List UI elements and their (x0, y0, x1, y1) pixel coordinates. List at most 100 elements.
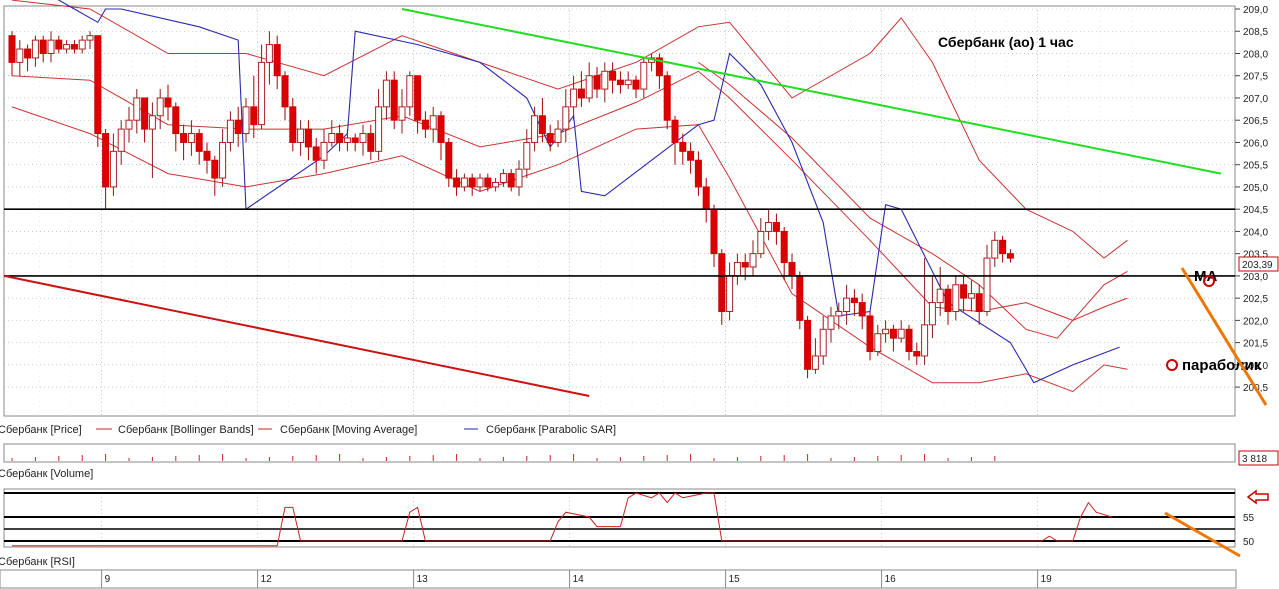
candle-body (609, 70, 617, 81)
candle-body (694, 159, 702, 188)
parabolic-annotation: параболик (1182, 357, 1262, 374)
last-price-label: 203,39 (1242, 260, 1273, 271)
candle-body (944, 288, 952, 312)
rsi-tick-label: 50 (1243, 537, 1255, 548)
axis-layer: 209,0 208,5 208,0 207,5 207,0 206,5 206,0 205,5… (101, 5, 1268, 588)
x-tick-label: 14 (573, 574, 585, 585)
legend-moving-average: Сбербанк [Moving Average] (280, 424, 417, 436)
forecast-arrow-price (1180, 267, 1268, 406)
candle-layer (8, 31, 1014, 379)
candle-body (835, 310, 843, 317)
candle-body (562, 106, 570, 130)
candle-body (351, 137, 359, 143)
candle-body (1006, 253, 1014, 259)
candle-body (952, 284, 960, 312)
candle-body (133, 97, 141, 121)
candle-body (250, 106, 258, 126)
price-tick-label: 202,5 (1243, 294, 1268, 305)
candle-body (991, 239, 999, 259)
candle-body (921, 324, 929, 357)
candle-body (289, 106, 297, 143)
candle-body (429, 115, 437, 130)
candle-body (585, 75, 593, 99)
candle-body (874, 333, 882, 353)
candle-body (640, 61, 648, 90)
candle-body (164, 97, 172, 108)
candle-body (811, 355, 819, 370)
candle-body (31, 39, 39, 59)
price-tick-label: 206,5 (1243, 116, 1268, 127)
candle-body (320, 141, 328, 161)
rsi-layer: 55 50 (4, 492, 1255, 548)
candle-body (492, 181, 500, 188)
candle-body (414, 75, 422, 121)
price-tick-label: 209,0 (1243, 5, 1268, 16)
candle-body (304, 128, 312, 148)
candle-body (102, 133, 110, 188)
candle-body (936, 288, 944, 304)
candle-body (788, 262, 796, 277)
candle-body (928, 302, 936, 326)
candle-body (406, 75, 414, 108)
candle-body (671, 119, 679, 143)
rsi-arrow-icon (1246, 489, 1269, 505)
x-tick-label: 13 (417, 574, 429, 585)
candle-body (507, 173, 515, 188)
candle-body (913, 351, 921, 357)
candle-body (172, 106, 180, 135)
candle-body (281, 75, 289, 108)
candle-body (258, 61, 266, 126)
candle-body (843, 297, 851, 312)
candle-body (749, 253, 757, 268)
candle-body (148, 115, 156, 130)
candle-body (804, 319, 812, 370)
x-tick-label: 19 (1041, 574, 1053, 585)
candle-body (780, 230, 788, 264)
candle-body (55, 39, 63, 50)
candle-body (328, 133, 336, 143)
candle-body (499, 173, 507, 183)
candle-body (733, 262, 741, 277)
candle-body (554, 128, 562, 143)
candle-body (445, 141, 453, 179)
candle-body (336, 133, 344, 143)
candle-body (523, 141, 531, 170)
candle-body (78, 39, 86, 50)
candle-body (741, 262, 749, 268)
candle-body (16, 48, 24, 63)
candle-body (460, 177, 468, 188)
candle-body (39, 39, 47, 54)
price-tick-label: 206,0 (1243, 138, 1268, 149)
candle-body (866, 315, 874, 353)
candle-body (273, 44, 281, 77)
candle-body (375, 106, 383, 152)
candle-body (710, 208, 718, 255)
x-tick-label: 15 (729, 574, 741, 585)
candle-body (242, 106, 250, 135)
candle-body (882, 328, 890, 335)
legend-parabolic-sar: Сбербанк [Parabolic SAR] (486, 424, 616, 436)
candle-body (577, 88, 585, 99)
candle-body (63, 44, 71, 50)
candle-body (593, 75, 601, 90)
price-tick-label: 201,0 (1243, 361, 1268, 372)
candle-body (632, 79, 640, 90)
candle-body (468, 177, 476, 188)
x-tick-label: 16 (885, 574, 897, 585)
candle-body (265, 44, 273, 63)
candle-body (757, 230, 765, 255)
candle-body (538, 115, 546, 135)
candle-body (975, 293, 983, 312)
volume-layer (11, 454, 996, 461)
parabolic-sar-line (57, 0, 1120, 384)
candle-body (601, 70, 609, 90)
price-tick-label: 207,0 (1243, 94, 1268, 105)
candle-body (24, 48, 32, 59)
legend-bollinger: Сбербанк [Bollinger Bands] (118, 424, 254, 436)
chart-title: Сбербанк (ао) 1 час (938, 34, 1074, 50)
candle-body (398, 106, 406, 121)
forecast-arrow-rsi (1164, 511, 1241, 558)
price-tick-label: 208,0 (1243, 49, 1268, 60)
x-axis-frame (0, 569, 1237, 589)
candle-body (531, 115, 539, 143)
